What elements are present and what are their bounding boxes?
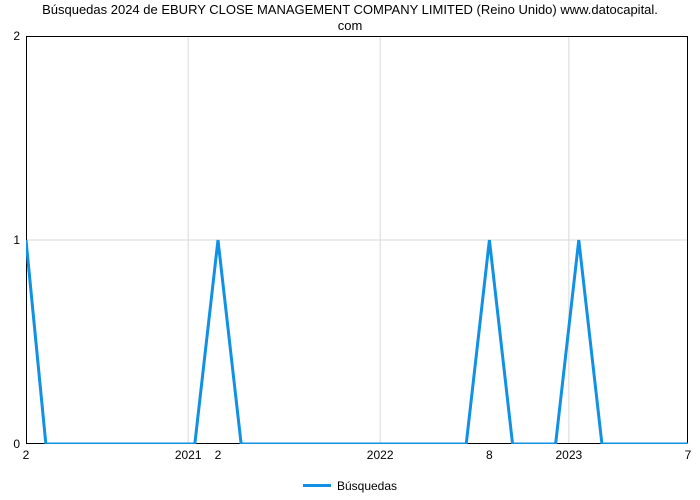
legend: Búsquedas (0, 478, 700, 493)
data-count-label: 7 (685, 448, 692, 462)
data-count-label: 2 (23, 448, 30, 462)
chart-title-line1: Búsquedas 2024 de EBURY CLOSE MANAGEMENT… (42, 2, 658, 17)
legend-label: Búsquedas (337, 479, 397, 493)
chart-title: Búsquedas 2024 de EBURY CLOSE MANAGEMENT… (0, 2, 700, 35)
x-tick-label: 2021 (175, 448, 202, 462)
x-tick-label: 2023 (555, 448, 582, 462)
legend-swatch (303, 484, 331, 487)
plot-svg (26, 36, 688, 444)
data-count-label: 8 (486, 448, 493, 462)
plot-area: 0122021202220232287 (26, 36, 688, 444)
x-tick-label: 2022 (367, 448, 394, 462)
y-tick-label: 2 (13, 29, 20, 43)
chart-title-line2: com (338, 18, 363, 33)
y-tick-label: 0 (13, 437, 20, 451)
y-tick-label: 1 (13, 233, 20, 247)
chart-container: Búsquedas 2024 de EBURY CLOSE MANAGEMENT… (0, 0, 700, 500)
data-count-label: 2 (215, 448, 222, 462)
